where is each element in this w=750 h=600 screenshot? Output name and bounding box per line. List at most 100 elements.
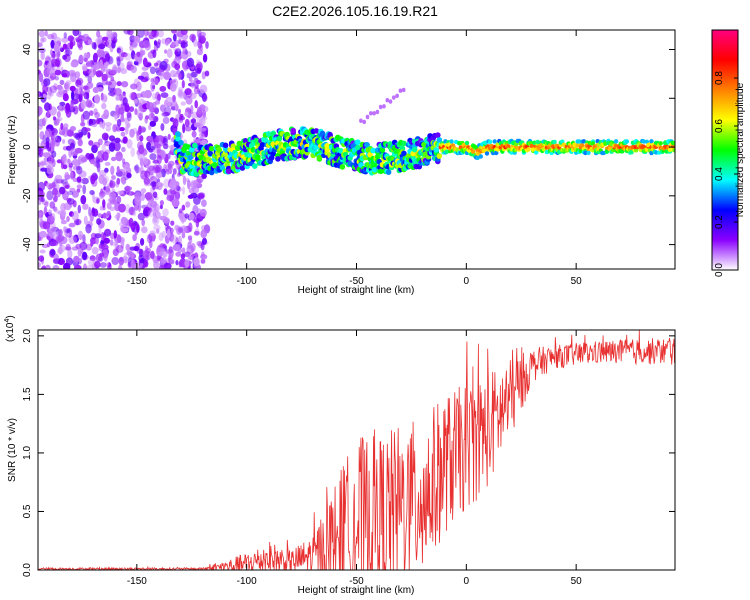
spectrogram-noise-cell xyxy=(39,131,45,140)
spectrogram-track-cell xyxy=(216,147,223,153)
spectrogram-noise-cell xyxy=(56,159,63,164)
spectrogram-noise-cell xyxy=(123,164,130,172)
spectrogram-echo-cell xyxy=(372,111,376,116)
spectrogram-noise-cell xyxy=(124,185,131,195)
spectrogram-noise-cell xyxy=(197,39,203,50)
spectrogram-noise-cell xyxy=(43,206,48,216)
spectrogram-noise-cell xyxy=(182,186,185,195)
spectrogram-noise-cell xyxy=(45,141,50,149)
spectrogram-x-ticks: -150 -100 -50 0 50 xyxy=(127,30,582,287)
spectrogram-noise-cell xyxy=(58,246,63,255)
spectrogram-noise-cell xyxy=(156,145,161,154)
spectrogram-noise-cell xyxy=(125,243,131,251)
spectrogram-noise-cell xyxy=(83,263,87,269)
spectrogram-noise-cell xyxy=(98,43,106,50)
spectrogram-noise-cell xyxy=(41,265,47,269)
snr-x-tick-label: -100 xyxy=(237,576,257,587)
spectrogram-track-cell xyxy=(370,147,377,154)
spectrogram-noise-cell xyxy=(52,187,58,196)
spectrogram-noise-cell xyxy=(143,157,149,165)
spectrogram-y-tick-label: -20 xyxy=(22,188,33,203)
spectrogram-noise-cell xyxy=(50,58,59,67)
spectrogram-noise-cell xyxy=(178,208,183,214)
spectrogram-track-cell xyxy=(494,150,499,156)
spectrogram-noise-cell xyxy=(137,212,146,221)
spectrogram-noise-cell xyxy=(38,70,42,75)
spectrogram-noise-cell xyxy=(166,48,173,58)
spectrogram-noise-cell xyxy=(102,212,107,219)
spectrogram-noise-cell xyxy=(169,259,175,265)
spectrogram-noise-cell xyxy=(136,51,141,58)
spectrogram-echo-cell xyxy=(375,109,380,115)
spectrogram-noise-cell xyxy=(129,106,135,112)
spectrogram-track-cell xyxy=(222,142,229,149)
spectrogram-noise-cell xyxy=(82,234,86,244)
spectrogram-noise-cell xyxy=(154,62,159,67)
spectrogram-track-cell xyxy=(207,150,213,157)
spectrogram-noise-cell xyxy=(39,230,47,238)
spectrogram-noise-cell xyxy=(161,168,166,178)
spectrogram-noise-cell xyxy=(100,92,104,101)
spectrogram-noise-cell xyxy=(114,214,120,219)
spectrogram-noise-cell xyxy=(63,225,67,233)
spectrogram-noise-cell xyxy=(157,181,161,187)
spectrogram-noise-cell xyxy=(140,188,147,194)
spectrogram-noise-cell xyxy=(123,30,131,35)
snr-x-ticks: -150 -100 -50 0 50 xyxy=(127,330,582,587)
spectrogram-noise-cell xyxy=(116,47,122,54)
spectrogram-noise-cell xyxy=(130,65,137,74)
spectrogram-noise-cell xyxy=(65,80,72,85)
spectrogram-x-label: Height of straight line (km) xyxy=(298,285,415,296)
spectrogram-noise-cell xyxy=(172,94,176,103)
spectrogram-noise-cell xyxy=(157,39,161,45)
spectrogram-noise-cell xyxy=(117,68,121,74)
spectrogram-noise-cell xyxy=(188,212,195,221)
spectrogram-noise-cell xyxy=(96,218,102,225)
spectrogram-noise-cell xyxy=(154,107,159,115)
spectrogram-noise-cell xyxy=(77,30,82,37)
spectrogram-noise-cell xyxy=(75,166,81,171)
spectrogram-noise-cell xyxy=(149,66,156,75)
spectrogram-noise-cell xyxy=(61,155,67,165)
colorbar-label: Normalized spectral amplitude xyxy=(735,82,746,217)
spectrogram-noise-cell xyxy=(146,102,154,110)
spectrogram-noise-cell xyxy=(66,216,70,222)
spectrogram-noise-cell xyxy=(176,225,182,235)
spectrogram-noise-cell xyxy=(87,39,93,45)
spectrogram-noise-cell xyxy=(71,211,79,221)
spectrogram-noise-cell xyxy=(136,131,140,142)
spectrogram-noise-cell xyxy=(166,189,174,199)
spectrogram-noise-cell xyxy=(58,186,66,195)
spectrogram-track-cell xyxy=(339,164,346,170)
colorbar-tick-label: 0.4 xyxy=(714,167,725,181)
spectrogram-noise-cell xyxy=(177,227,184,234)
spectrogram-noise-cell xyxy=(88,68,96,78)
spectrogram-noise-cell xyxy=(178,72,182,80)
spectrogram-noise-cell xyxy=(163,217,170,226)
spectrogram-noise-cell xyxy=(81,37,88,42)
spectrogram-noise-cell xyxy=(200,258,206,264)
snr-frame xyxy=(37,329,676,571)
spectrogram-noise-cell xyxy=(65,232,70,238)
spectrogram-noise-cell xyxy=(93,61,98,72)
spectrogram-track-cell xyxy=(492,139,497,144)
spectrogram-noise-cell xyxy=(70,149,74,156)
spectrogram-noise-cell xyxy=(193,86,200,95)
spectrogram-noise-cell xyxy=(38,161,41,167)
spectrogram-noise-cell xyxy=(105,81,113,86)
spectrogram-noise-cell xyxy=(38,124,43,130)
spectrogram-noise-cell xyxy=(116,81,122,87)
spectrogram-noise-cell xyxy=(187,179,191,190)
spectrogram-noise-cell xyxy=(121,146,126,153)
spectrogram-noise-cell xyxy=(91,246,99,255)
spectrogram-noise-cell xyxy=(104,228,112,237)
spectrogram-noise-cell xyxy=(74,264,82,269)
spectrogram-noise-cell xyxy=(149,239,153,249)
spectrogram-noise-cell xyxy=(72,150,79,156)
spectrogram-noise-cell xyxy=(104,53,111,62)
spectrogram-noise-cell xyxy=(38,212,42,218)
spectrogram-noise-cell xyxy=(108,91,116,97)
spectrogram-noise-cell xyxy=(162,111,171,117)
colorbar-ticks: 0.0 0.2 0.4 0.6 0.8 xyxy=(714,71,738,277)
